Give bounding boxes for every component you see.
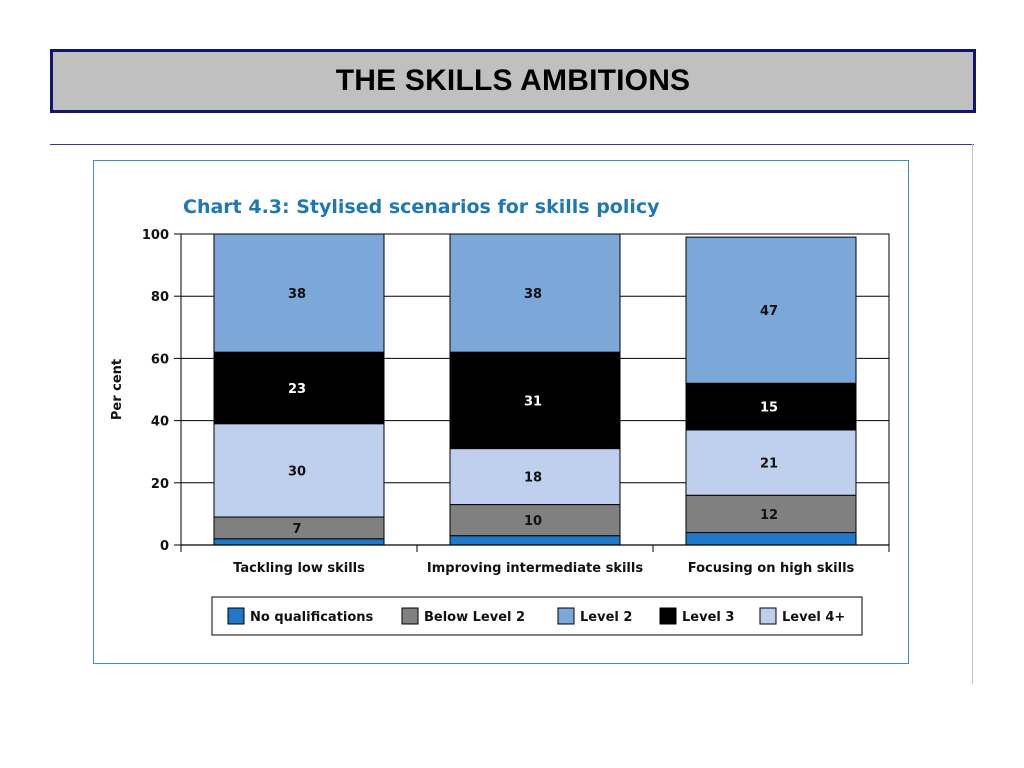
data-label: 23	[288, 382, 306, 397]
legend-swatch	[227, 607, 245, 625]
x-category-label: Improving intermediate skills	[427, 561, 643, 576]
data-label: 31	[524, 394, 542, 409]
y-tick-label: 60	[151, 352, 169, 367]
chart-panel: Chart 4.3: Stylised scenarios for skills…	[93, 160, 909, 664]
divider-horizontal	[50, 144, 974, 145]
y-tick-label: 40	[151, 415, 169, 430]
slide-title-box: THE SKILLS AMBITIONS	[50, 49, 976, 113]
y-tick-label: 20	[151, 477, 169, 492]
legend-label: Level 2	[580, 610, 632, 625]
legend-swatch	[659, 607, 677, 625]
bar-segment	[213, 233, 385, 353]
x-category-label: Tackling low skills	[233, 561, 365, 576]
data-label: 15	[760, 401, 778, 416]
y-tick-label: 100	[142, 228, 169, 243]
bar-segment	[449, 504, 621, 537]
data-label: 38	[524, 287, 542, 302]
stacked-bar-chart: Chart 4.3: Stylised scenarios for skills…	[110, 196, 890, 636]
data-label: 12	[760, 508, 778, 523]
data-label: 18	[524, 471, 542, 486]
bar-segment	[449, 448, 621, 506]
data-label: 47	[760, 304, 778, 319]
data-label: 10	[524, 514, 542, 529]
bar-segment	[449, 233, 621, 353]
bar-segment	[213, 423, 385, 518]
data-label: 30	[288, 464, 306, 479]
divider-vertical	[972, 144, 973, 684]
bar-segment	[449, 535, 621, 546]
y-axis-title: Per cent	[110, 359, 125, 420]
plot-area: 0 20 40 60 80 100 7 30 23 38 Tackling low skills 10…	[142, 228, 890, 576]
legend-swatch	[759, 607, 777, 625]
legend-label: No qualifications	[250, 610, 374, 625]
legend-swatch	[557, 607, 575, 625]
slide-title: THE SKILLS AMBITIONS	[335, 64, 691, 97]
bar-segment	[685, 382, 857, 431]
data-label: 21	[760, 457, 778, 472]
x-category-label: Focusing on high skills	[688, 561, 855, 576]
bar-segment	[213, 538, 385, 546]
bar-segment	[685, 236, 857, 384]
bar-segment	[685, 532, 857, 546]
bar-segment	[213, 351, 385, 425]
legend-box	[211, 596, 863, 636]
chart-title: Chart 4.3: Stylised scenarios for skills…	[183, 196, 660, 218]
data-label: 7	[292, 522, 301, 537]
data-label: 38	[288, 287, 306, 302]
legend-swatch	[401, 607, 419, 625]
y-tick-label: 0	[160, 539, 169, 554]
legend-label: Level 3	[682, 610, 734, 625]
bar-segment	[685, 429, 857, 496]
y-tick-label: 80	[151, 290, 169, 305]
legend-label: Level 4+	[782, 610, 845, 625]
legend-label: Below Level 2	[424, 610, 525, 625]
bar-segment	[685, 494, 857, 534]
bar-segment	[449, 351, 621, 450]
legend: No qualifications Below Level 2 Level 2 Lev…	[211, 596, 863, 636]
